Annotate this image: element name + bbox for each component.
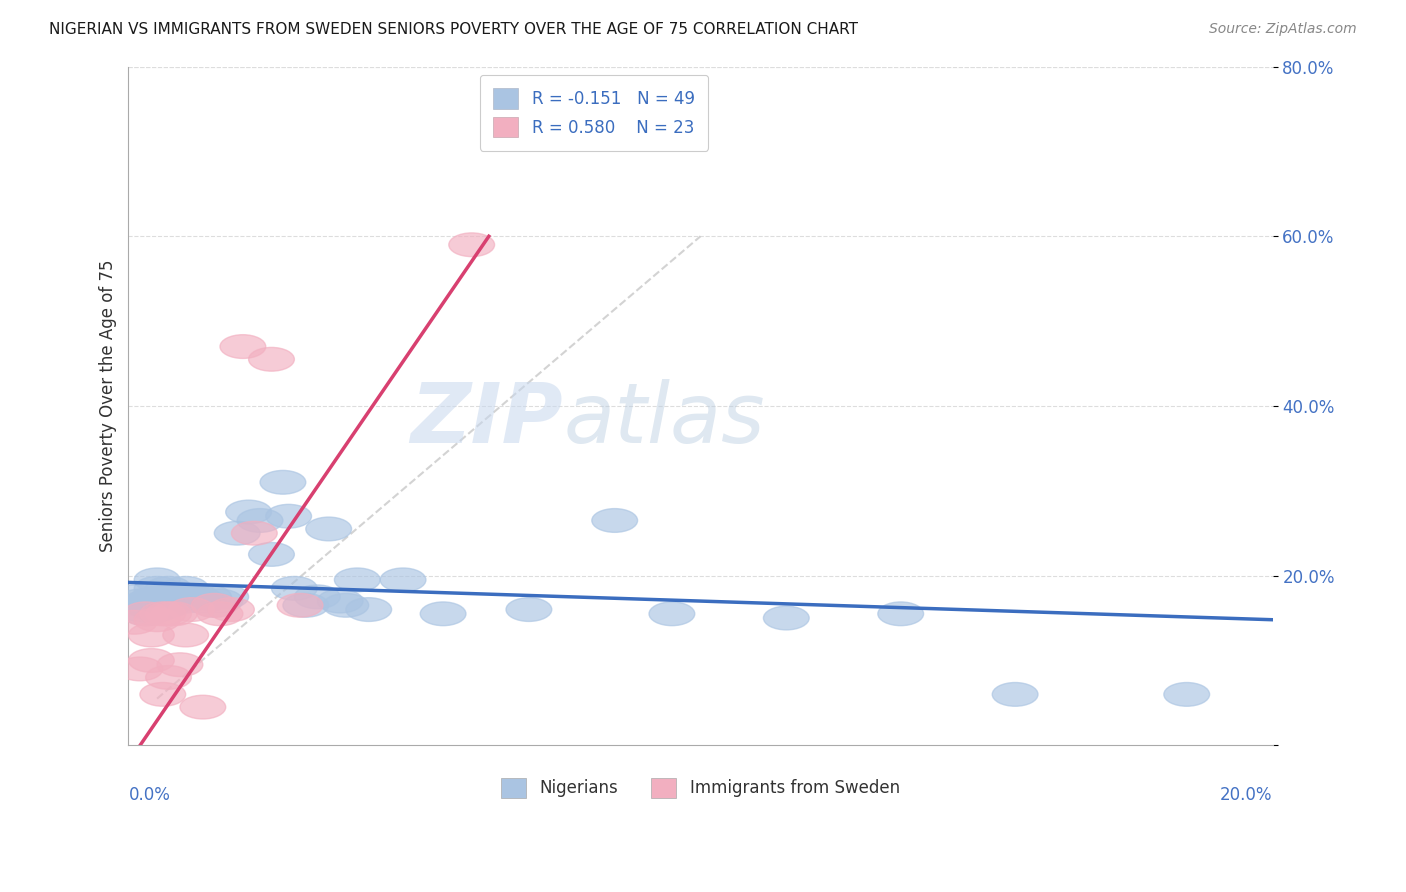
- Text: 20.0%: 20.0%: [1220, 786, 1272, 804]
- Text: 0.0%: 0.0%: [128, 786, 170, 804]
- Text: NIGERIAN VS IMMIGRANTS FROM SWEDEN SENIORS POVERTY OVER THE AGE OF 75 CORRELATIO: NIGERIAN VS IMMIGRANTS FROM SWEDEN SENIO…: [49, 22, 858, 37]
- Legend: Nigerians, Immigrants from Sweden: Nigerians, Immigrants from Sweden: [495, 772, 907, 805]
- Text: Source: ZipAtlas.com: Source: ZipAtlas.com: [1209, 22, 1357, 37]
- Text: ZIP: ZIP: [411, 379, 564, 460]
- Y-axis label: Seniors Poverty Over the Age of 75: Seniors Poverty Over the Age of 75: [100, 260, 117, 552]
- Text: atlas: atlas: [564, 379, 765, 460]
